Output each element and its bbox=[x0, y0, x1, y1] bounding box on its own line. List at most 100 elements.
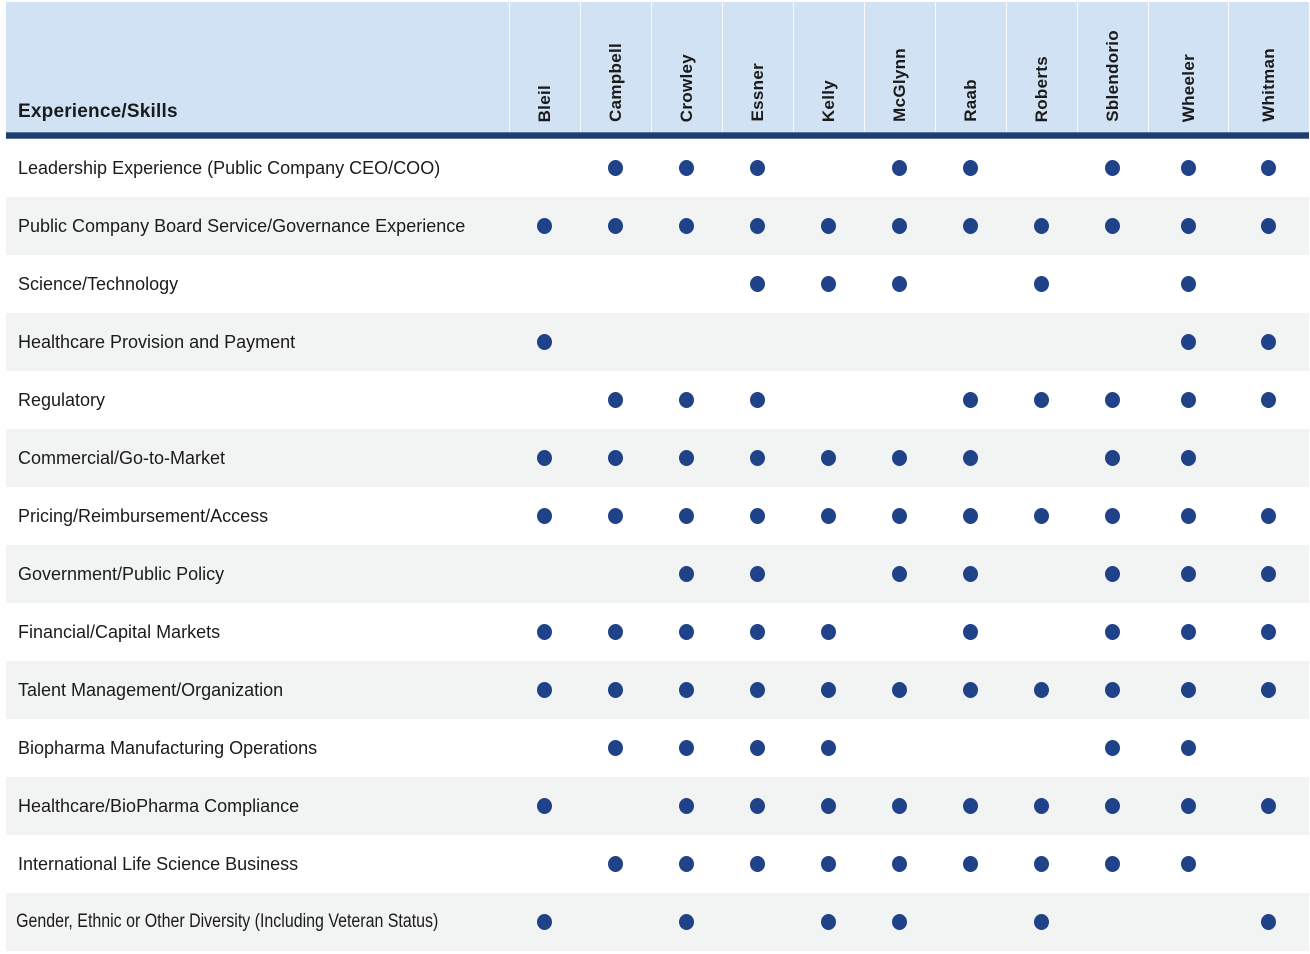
matrix-cell bbox=[509, 255, 580, 313]
column-header-label: Wheeler bbox=[1178, 53, 1198, 122]
matrix-cell bbox=[1077, 371, 1148, 429]
dot-marker bbox=[750, 508, 765, 524]
dot-marker bbox=[963, 508, 978, 524]
matrix-cell bbox=[580, 255, 651, 313]
matrix-cell bbox=[580, 371, 651, 429]
table-row: Healthcare/BioPharma Compliance bbox=[6, 777, 1309, 835]
matrix-cell bbox=[864, 197, 935, 255]
dot-marker bbox=[537, 450, 552, 466]
column-header-label: Kelly bbox=[819, 79, 838, 122]
dot-marker bbox=[679, 508, 694, 524]
dot-marker bbox=[537, 914, 552, 930]
matrix-cell bbox=[580, 545, 651, 603]
matrix-cell bbox=[1228, 661, 1308, 719]
matrix-cell bbox=[1228, 545, 1308, 603]
matrix-cell bbox=[509, 893, 580, 951]
matrix-cell bbox=[1228, 603, 1308, 661]
matrix-cell bbox=[722, 139, 793, 197]
dot-marker bbox=[821, 624, 836, 640]
dot-marker bbox=[537, 218, 552, 234]
matrix-cell bbox=[509, 777, 580, 835]
matrix-cell bbox=[1077, 719, 1148, 777]
matrix-cell bbox=[722, 719, 793, 777]
dot-marker bbox=[1105, 682, 1120, 698]
matrix-cell bbox=[793, 545, 864, 603]
matrix-cell bbox=[651, 371, 722, 429]
matrix-cell bbox=[580, 429, 651, 487]
dot-marker bbox=[963, 624, 978, 640]
matrix-cell bbox=[864, 835, 935, 893]
matrix-cell bbox=[864, 661, 935, 719]
matrix-cell bbox=[580, 719, 651, 777]
dot-marker bbox=[679, 392, 694, 408]
dot-marker bbox=[750, 856, 765, 872]
matrix-cell bbox=[1077, 487, 1148, 545]
column-header-campbell: Campbell bbox=[580, 2, 651, 132]
dot-marker bbox=[750, 160, 765, 176]
dot-marker bbox=[750, 566, 765, 582]
dot-marker bbox=[608, 508, 623, 524]
dot-marker bbox=[821, 682, 836, 698]
dot-marker bbox=[750, 740, 765, 756]
matrix-cell bbox=[793, 139, 864, 197]
matrix-cell bbox=[793, 197, 864, 255]
matrix-cell bbox=[580, 661, 651, 719]
matrix-cell bbox=[935, 139, 1006, 197]
dot-marker bbox=[821, 856, 836, 872]
dot-marker bbox=[537, 624, 552, 640]
table-row: Gender, Ethnic or Other Diversity (Inclu… bbox=[6, 893, 1309, 951]
dot-marker bbox=[1260, 334, 1276, 350]
table-row: Financial/Capital Markets bbox=[6, 603, 1309, 661]
column-header-label: Whitman bbox=[1258, 48, 1278, 122]
matrix-cell bbox=[935, 313, 1006, 371]
dot-marker bbox=[963, 160, 978, 176]
matrix-cell bbox=[722, 197, 793, 255]
matrix-cell bbox=[1006, 603, 1077, 661]
matrix-cell bbox=[935, 603, 1006, 661]
matrix-cell bbox=[1077, 603, 1148, 661]
dot-marker bbox=[1260, 508, 1276, 524]
matrix-cell bbox=[864, 603, 935, 661]
matrix-cell bbox=[722, 893, 793, 951]
matrix-cell bbox=[1006, 313, 1077, 371]
table-row: Public Company Board Service/Governance … bbox=[6, 197, 1309, 255]
matrix-cell bbox=[1006, 255, 1077, 313]
dot-marker bbox=[1034, 914, 1049, 930]
matrix-cell bbox=[1077, 255, 1148, 313]
column-header-label: Essner bbox=[748, 63, 767, 122]
matrix-cell bbox=[1077, 893, 1148, 951]
table-row: Government/Public Policy bbox=[6, 545, 1309, 603]
matrix-cell bbox=[1006, 487, 1077, 545]
column-header-label: Campbell bbox=[606, 43, 625, 122]
matrix-cell bbox=[864, 777, 935, 835]
matrix-cell bbox=[1228, 371, 1308, 429]
dot-marker bbox=[1260, 914, 1276, 930]
dot-marker bbox=[1180, 276, 1196, 292]
matrix-cell bbox=[1148, 719, 1228, 777]
dot-marker bbox=[679, 566, 694, 582]
matrix-cell bbox=[1148, 139, 1228, 197]
matrix-cell bbox=[1077, 661, 1148, 719]
matrix-cell bbox=[1148, 661, 1228, 719]
dot-marker bbox=[608, 392, 623, 408]
table-row: Science/Technology bbox=[6, 255, 1309, 313]
matrix-cell bbox=[580, 835, 651, 893]
matrix-cell bbox=[793, 487, 864, 545]
dot-marker bbox=[1105, 566, 1120, 582]
matrix-cell bbox=[509, 139, 580, 197]
matrix-cell bbox=[1228, 719, 1308, 777]
dot-marker bbox=[608, 624, 623, 640]
matrix-cell bbox=[651, 893, 722, 951]
dot-marker bbox=[1180, 682, 1196, 698]
matrix-cell bbox=[1006, 893, 1077, 951]
column-header-mcglynn: McGlynn bbox=[864, 2, 935, 132]
table-row: Biopharma Manufacturing Operations bbox=[6, 719, 1309, 777]
matrix-cell bbox=[1148, 603, 1228, 661]
matrix-cell bbox=[1228, 255, 1308, 313]
matrix-cell bbox=[1148, 313, 1228, 371]
dot-marker bbox=[1105, 798, 1120, 814]
matrix-cell bbox=[1228, 313, 1308, 371]
dot-marker bbox=[679, 624, 694, 640]
matrix-cell bbox=[651, 603, 722, 661]
